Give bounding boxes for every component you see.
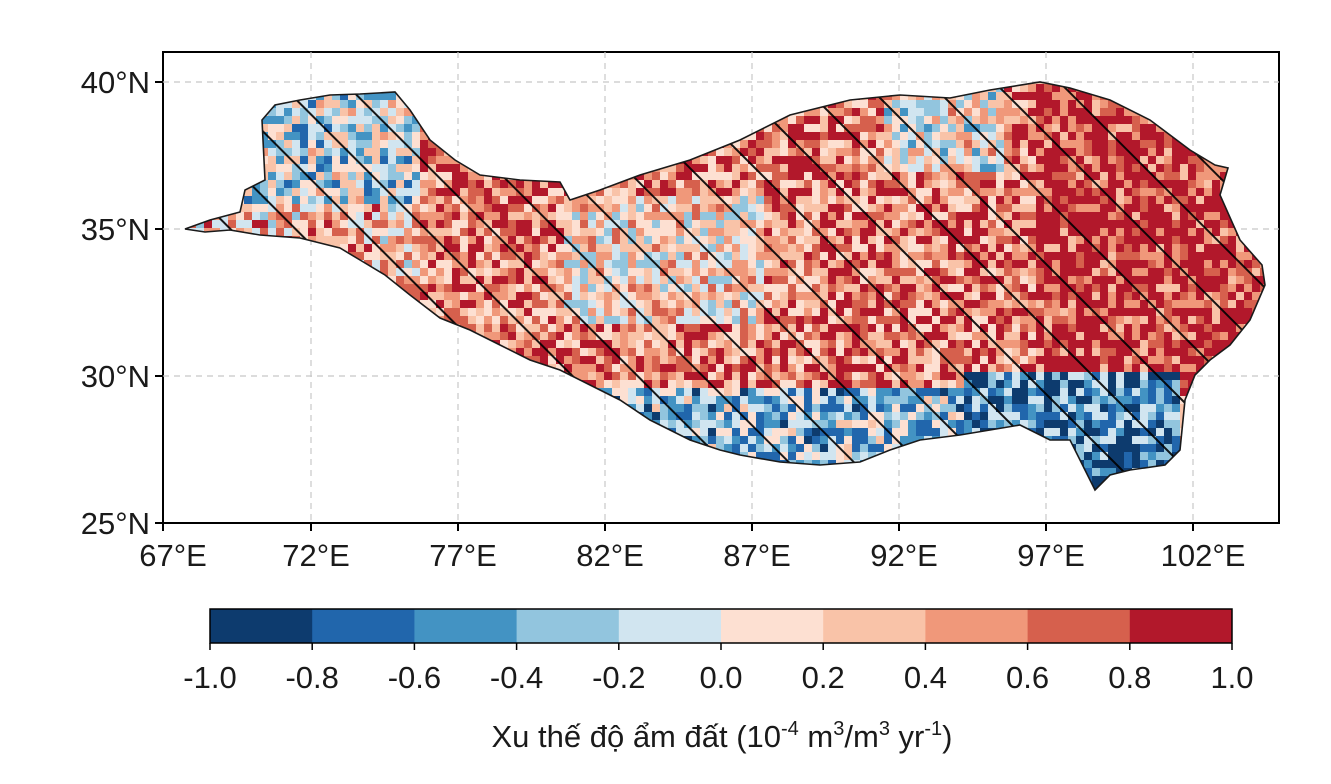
lon-tick-label: 92°E (870, 538, 938, 573)
colorbar-tick-label: 0.8 (1108, 660, 1151, 695)
colorbar-ticks: -1.0 -0.8 -0.6 -0.4 -0.2 0.0 0.2 0.4 0.6 0.8 1.0 (183, 643, 1254, 695)
colorbar-tick-label: 0.2 (802, 660, 845, 695)
colorbar-tick-label: -1.0 (183, 660, 236, 695)
lat-tick-label: 35°N (81, 212, 150, 247)
lon-tick-label: 82°E (576, 538, 644, 573)
colorbar-tick-label: -0.6 (388, 660, 441, 695)
colorbar-tick-label: 1.0 (1210, 660, 1253, 695)
colorbar-tick-label: 0.6 (1006, 660, 1049, 695)
colorbar-tick-label: 0.4 (904, 660, 947, 695)
lon-tick-label: 97°E (1017, 538, 1085, 573)
colorbar-swatch (312, 609, 415, 643)
colorbar-swatch (210, 609, 313, 643)
colorbar-swatch (823, 609, 926, 643)
lon-tick-label: 67°E (139, 538, 207, 573)
lon-tick-label: 77°E (429, 538, 497, 573)
colorbar-tick-label: -0.8 (285, 660, 338, 695)
colorbar-swatch (721, 609, 824, 643)
tick-marks (155, 81, 1194, 531)
colorbar-tick-label: -0.4 (490, 660, 543, 695)
colorbar-tick-label: 0.0 (699, 660, 742, 695)
lon-tick-label: 87°E (723, 538, 791, 573)
lon-tick-label: 72°E (282, 538, 350, 573)
colorbar-swatches (210, 609, 1233, 643)
colorbar-title: Xu thế độ ẩm đất (10-4 m3/m3 yr-1) (491, 718, 952, 754)
colorbar-swatch (1129, 609, 1233, 643)
colorbar: -1.0 -0.8 -0.6 -0.4 -0.2 0.0 0.2 0.4 0.6 0.8 1.0 X… (183, 608, 1254, 754)
lon-tick-labels: 67°E 72°E 77°E 82°E 87°E 92°E 97°E 102°E (139, 538, 1245, 573)
lon-tick-label: 102°E (1161, 538, 1246, 573)
colorbar-swatch (414, 609, 518, 643)
colorbar-swatch (516, 609, 620, 643)
lat-tick-label: 40°N (81, 65, 150, 100)
colorbar-swatch (925, 609, 1029, 643)
colorbar-swatch (1027, 609, 1131, 643)
lat-tick-labels: 40°N 35°N 30°N 25°N (81, 65, 150, 541)
colorbar-swatch (618, 609, 722, 643)
colorbar-tick-label: -0.2 (592, 660, 645, 695)
lat-tick-label: 25°N (81, 506, 150, 541)
lat-tick-label: 30°N (81, 359, 150, 394)
